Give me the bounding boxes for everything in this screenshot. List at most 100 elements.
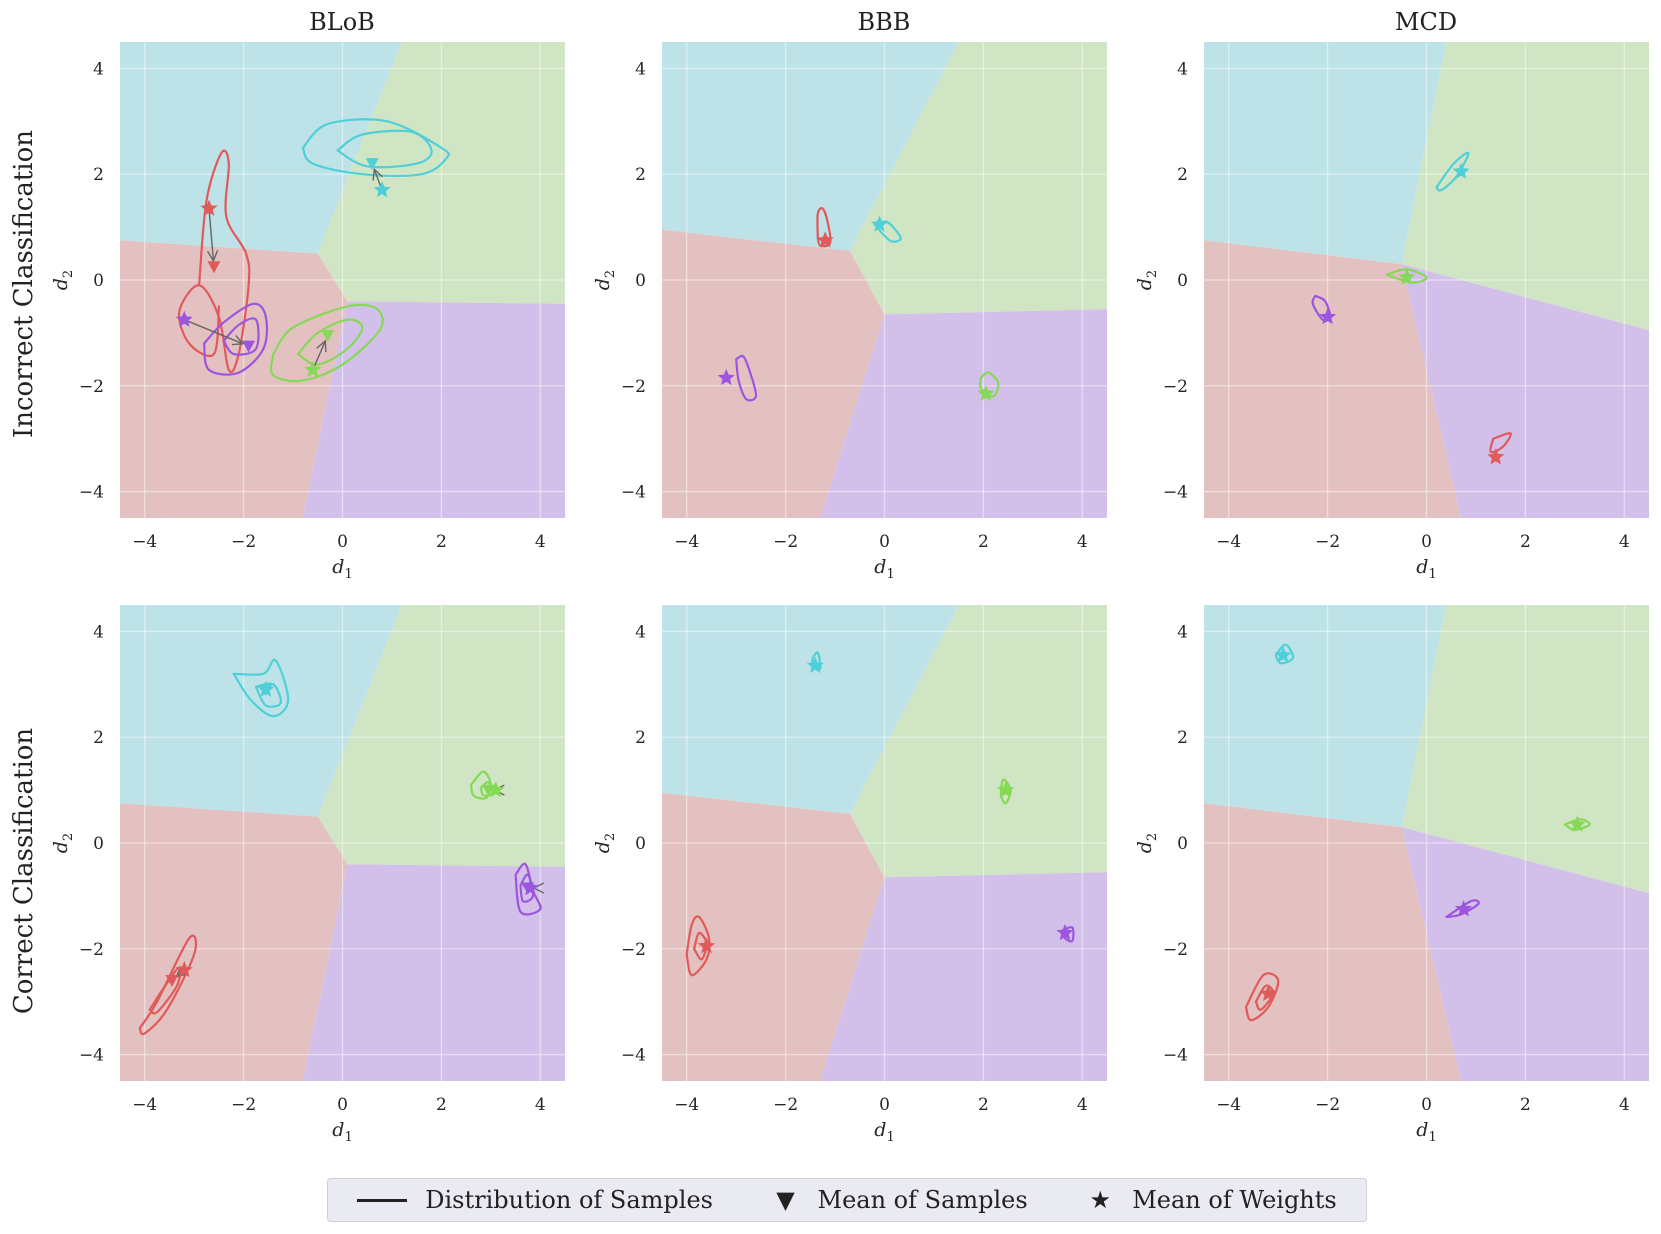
arrow-head-green (316, 339, 327, 353)
contour-cyan (301, 118, 450, 177)
triangle-down-icon: ▼ (776, 1186, 795, 1214)
y-tick-label: −4 (79, 483, 104, 503)
weight-mean-marker-purple (1319, 308, 1337, 325)
y-axis-label: d2 (592, 270, 618, 290)
y-tick-label: 0 (93, 834, 104, 854)
column-title-bbb: BBB (858, 8, 911, 36)
decision-region-green (317, 605, 565, 867)
weight-mean-marker-red (200, 199, 218, 216)
x-axis-label-sub: 1 (1428, 1130, 1436, 1145)
weight-mean-marker-cyan (806, 656, 824, 674)
contour-green (270, 303, 384, 383)
x-tick-label: 4 (1077, 532, 1088, 552)
decision-region-red (120, 240, 348, 518)
contour-red (816, 207, 832, 248)
x-tick-label: 0 (879, 1095, 890, 1115)
y-tick-label: −4 (1163, 483, 1188, 503)
sample-mean-marker-green (321, 330, 335, 343)
y-axis-label-sub: 2 (61, 270, 76, 278)
arrow-head-purple (231, 334, 245, 346)
contour-cyan (254, 682, 282, 708)
x-tick-label: 0 (337, 532, 348, 552)
decision-region-purple (1401, 827, 1649, 1081)
legend-label-mean-samples: Mean of Samples (817, 1186, 1028, 1214)
x-tick-label: −4 (674, 532, 699, 552)
weight-mean-marker-cyan (373, 181, 391, 198)
y-tick-label: −2 (79, 377, 104, 397)
x-tick-label: −4 (132, 532, 157, 552)
panel-bbb-incorrect: −4 −2 0 2 4 −4 −2 0 2 4 d1 d2 (592, 42, 1107, 582)
x-axis-label-sub: 1 (886, 567, 894, 582)
y-axis-label-sub: 2 (603, 270, 618, 278)
plot-area (1204, 42, 1649, 518)
sample-mean-marker-red (165, 975, 179, 988)
sample-mean-marker-cyan (365, 158, 379, 171)
solid-line-icon (357, 1198, 408, 1202)
x-tick-label: −4 (132, 1095, 157, 1115)
weight-mean-marker-purple (521, 879, 539, 896)
decision-region-cyan (662, 605, 959, 814)
contour-green (1563, 818, 1591, 831)
y-axis-label-sub: 2 (1145, 833, 1160, 841)
contour-cyan (1435, 151, 1470, 192)
shift-arrow-red (208, 208, 215, 261)
weight-mean-marker-cyan (1452, 162, 1470, 179)
y-tick-label: −2 (621, 940, 646, 960)
weight-mean-marker-red (816, 231, 834, 248)
contour-purple (203, 302, 269, 376)
weight-mean-marker-red (1487, 448, 1505, 465)
x-tick-label: 2 (978, 532, 989, 552)
y-axis-label-sub: 2 (603, 833, 618, 841)
decision-region-red (662, 792, 885, 1081)
x-tick-label: −2 (231, 1095, 256, 1115)
plot-area (120, 42, 565, 518)
contour-red (138, 934, 197, 1036)
y-tick-label: −2 (79, 940, 104, 960)
sample-mean-marker-purple (242, 340, 256, 353)
x-tick-label: 2 (1520, 1095, 1531, 1115)
legend-label-mean-weights: Mean of Weights (1132, 1186, 1337, 1214)
y-tick-label: 4 (1177, 622, 1188, 642)
x-tick-label: 0 (879, 532, 890, 552)
x-tick-label: 0 (1421, 1095, 1432, 1115)
y-axis-label: d2 (50, 833, 76, 853)
decision-region-cyan (662, 42, 959, 251)
x-axis-label: d1 (874, 556, 894, 582)
arrow-head-cyan (372, 167, 383, 181)
x-tick-label: 4 (535, 532, 546, 552)
y-tick-label: −2 (621, 377, 646, 397)
contour-red (1489, 432, 1512, 454)
weight-mean-marker-purple (717, 368, 735, 386)
x-tick-label: 4 (1619, 532, 1630, 552)
x-axis-label: d1 (1416, 1119, 1436, 1145)
x-tick-label: −4 (674, 1095, 699, 1115)
column-title-mcd: MCD (1395, 8, 1457, 36)
weight-mean-marker-cyan (257, 680, 275, 697)
y-tick-label: 4 (635, 622, 646, 642)
decision-region-green (849, 605, 1107, 878)
x-axis-label-sub: 1 (344, 1130, 352, 1145)
panel-mcd-correct: −4 −2 0 2 4 −4 −2 0 2 4 d1 d2 (1134, 605, 1649, 1145)
weight-mean-marker-purple (175, 310, 193, 327)
x-tick-label: 4 (535, 1095, 546, 1115)
decision-region-cyan (120, 42, 402, 254)
panel-blob-correct: −4 −2 0 2 4 −4 −2 0 2 4 d1 d2 (50, 605, 565, 1145)
plot-area (1204, 605, 1649, 1081)
decision-region-purple (1401, 264, 1649, 518)
x-tick-label: 4 (1619, 1095, 1630, 1115)
x-axis-label: d1 (1416, 556, 1436, 582)
y-tick-label: 2 (635, 165, 646, 185)
weight-mean-marker-green (997, 781, 1015, 798)
plot-area (662, 42, 1107, 518)
x-tick-label: 2 (436, 532, 447, 552)
sample-mean-marker-red (207, 261, 221, 274)
y-tick-label: 2 (1177, 165, 1188, 185)
decision-region-purple (302, 301, 565, 518)
x-axis-label: d1 (332, 556, 352, 582)
y-axis-label: d2 (50, 270, 76, 290)
x-tick-label: 4 (1077, 1095, 1088, 1115)
decision-region-red (662, 229, 885, 518)
contour-red (1244, 972, 1280, 1022)
x-tick-label: 2 (978, 1095, 989, 1115)
